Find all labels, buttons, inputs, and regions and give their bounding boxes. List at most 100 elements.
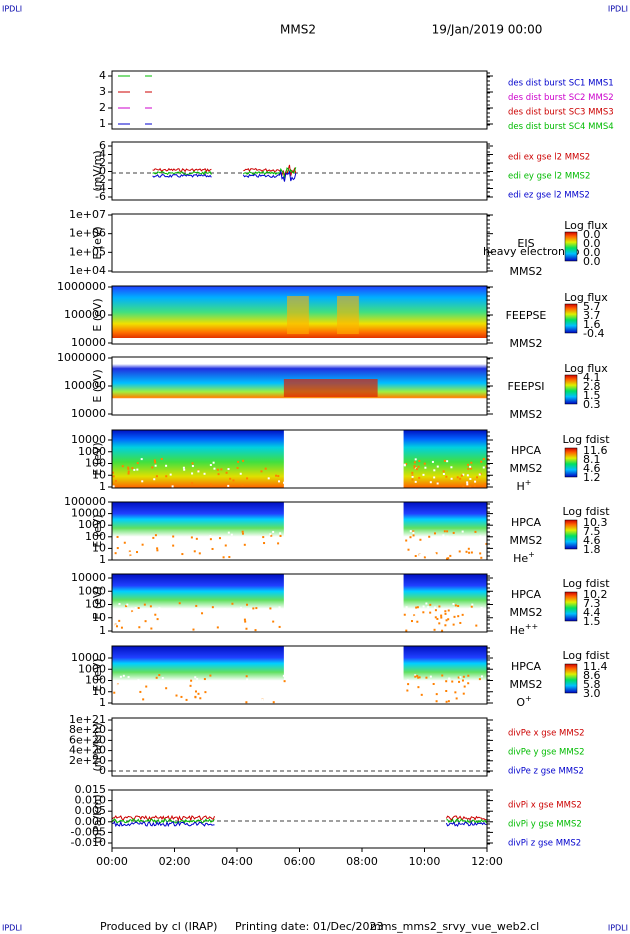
spectrogram-speck — [150, 627, 153, 630]
y-tick-label: 10 — [92, 685, 106, 698]
spectrogram-speck — [433, 532, 436, 535]
spectrogram-speck — [412, 530, 415, 533]
spectrogram-speck — [467, 674, 470, 677]
y-tick-label: 1 — [99, 117, 106, 130]
spectrogram-speck — [414, 674, 417, 677]
spectrogram-speck — [269, 607, 272, 610]
x-tick-label: 06:00 — [284, 855, 316, 868]
spectrogram-speck — [274, 682, 277, 685]
spectrogram-speck — [185, 698, 188, 701]
spectrogram-speck — [456, 476, 459, 479]
spectrogram-speck — [141, 543, 144, 546]
spectrogram-speck — [241, 530, 244, 533]
spectrogram-speck — [466, 483, 469, 486]
spectrogram-speck — [442, 534, 445, 537]
spectrogram-speck — [414, 458, 417, 461]
spectrogram-speck — [470, 467, 473, 470]
colorbar-title: Log flux — [564, 362, 608, 375]
spectrogram-speck — [469, 695, 472, 698]
spectrogram-speck — [127, 676, 130, 679]
species-charge: + — [525, 478, 532, 487]
spectrogram-speck — [445, 689, 448, 692]
spectrogram-speck — [422, 605, 425, 608]
y-tick-label: 8e+20 — [69, 723, 106, 736]
spectrogram-speck — [125, 605, 128, 608]
instrument-label: HPCA — [511, 660, 542, 673]
spectrogram-speck — [442, 472, 445, 475]
trace — [112, 820, 215, 828]
spectrogram-speck — [127, 470, 130, 473]
spectrogram-speck — [116, 547, 119, 550]
spectrogram-speck — [190, 679, 193, 682]
spectrogram-speck — [261, 698, 264, 701]
spectrogram-speck — [461, 530, 464, 533]
colorbar-tick-label: 10.3 — [583, 516, 608, 529]
legend-entry: divPe z gse MMS2 — [508, 767, 584, 777]
spectrogram-fill — [403, 430, 487, 488]
spectrogram-speck — [460, 619, 463, 622]
spectrogram-speck — [136, 468, 139, 471]
spectrogram-speck — [436, 465, 439, 468]
spectrogram-speck — [149, 605, 152, 608]
spectrogram-speck — [245, 629, 248, 632]
spectrogram-speck — [418, 676, 421, 679]
colorbar — [564, 231, 578, 262]
spectrogram-speck — [243, 615, 246, 618]
spectrogram-speck — [413, 618, 416, 621]
colorbar-tick-label: 11.6 — [583, 444, 608, 457]
spectrogram-speck — [417, 465, 420, 468]
colorbar — [564, 374, 578, 405]
y-axis-label: E (eV) — [91, 298, 104, 331]
colorbar-tick-label: 5.8 — [583, 678, 601, 691]
spectrogram-speck — [200, 555, 203, 558]
species-name: H — [517, 480, 525, 493]
y-tick-label: 100000 — [64, 308, 106, 321]
spectrogram-speck — [432, 554, 435, 557]
spectrogram-speck — [450, 477, 453, 480]
spectrogram-speck — [203, 472, 206, 475]
spectrogram-speck — [415, 606, 418, 609]
x-tick-label: 02:00 — [159, 855, 191, 868]
y-tick-label: 10000 — [71, 507, 106, 520]
spectrogram-speck — [481, 536, 484, 539]
spectrogram-speck — [412, 534, 415, 537]
spectrogram-speck — [156, 549, 159, 552]
spectrogram-speck — [415, 536, 418, 539]
spectrogram-speck — [241, 483, 244, 486]
spectrogram-speck — [197, 690, 200, 693]
legend-entry: edi ez gse l2 MMS2 — [508, 191, 590, 201]
spectrogram-speck — [191, 462, 194, 465]
trace — [111, 818, 215, 824]
colorbar — [564, 591, 578, 622]
spectrogram-speck — [417, 686, 420, 689]
spectrogram-speck — [420, 691, 423, 694]
spectrogram-fill — [112, 502, 284, 560]
spectrogram-speck — [139, 690, 142, 693]
y-axis-label: E (eV) — [91, 586, 104, 619]
spectrogram-speck — [447, 609, 450, 612]
spectrogram-speck — [442, 470, 445, 473]
trace — [152, 173, 212, 178]
colorbar-tick-label: 0.0 — [583, 237, 601, 250]
spectrogram-speck — [413, 619, 416, 622]
spectrogram-speck — [224, 544, 227, 547]
spacecraft-label: MMS2 — [510, 337, 543, 350]
spectrogram-speck — [233, 614, 236, 617]
y-tick-label: 1000000 — [57, 280, 106, 293]
y-tick-label: 4 — [99, 148, 106, 161]
spectrogram-speck — [460, 474, 463, 477]
spectrogram-speck — [160, 458, 163, 461]
y-tick-label: 0 — [99, 764, 106, 777]
spectrogram-speck — [136, 538, 139, 541]
spectrogram-speck — [404, 546, 407, 549]
spectrogram-speck — [434, 616, 437, 619]
colorbar — [564, 303, 578, 334]
spectrogram-speck — [467, 463, 470, 466]
spectrogram-speck — [243, 543, 246, 546]
spectrogram-speck — [169, 473, 172, 476]
spectrogram-speck — [409, 536, 412, 539]
spectrogram-speck — [263, 542, 266, 545]
spectrogram-speck — [178, 602, 181, 605]
spectrogram-speck — [469, 691, 472, 694]
